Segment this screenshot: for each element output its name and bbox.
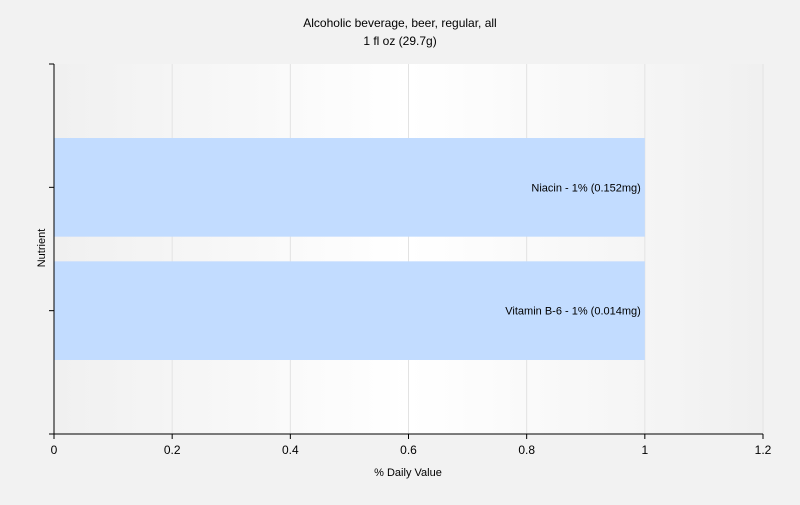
x-tick-label: 1.2 bbox=[755, 443, 772, 457]
x-tick-label: 1 bbox=[641, 443, 648, 457]
x-tick-label: 0.2 bbox=[164, 443, 181, 457]
axes bbox=[49, 63, 764, 439]
bar-niacin bbox=[54, 138, 645, 237]
bar-data-label: Vitamin B-6 - 1% (0.014mg) bbox=[505, 306, 641, 318]
x-tick-label: 0.8 bbox=[518, 443, 535, 457]
x-tick-label: 0.6 bbox=[400, 443, 417, 457]
x-tick-label: 0 bbox=[51, 443, 58, 457]
grid-lines bbox=[171, 64, 764, 434]
x-axis-label: % Daily Value bbox=[374, 467, 442, 479]
bar-data-label: Niacin - 1% (0.152mg) bbox=[531, 182, 640, 194]
y-axis-label: Nutrient bbox=[36, 229, 48, 268]
labels: 0 0.2 0.4 0.6 0.8 1 1.2 Niacin - 1% (0.152mg) Vi… bbox=[51, 182, 772, 457]
bar-vitamin-b-6 bbox=[54, 261, 645, 360]
chart-title: Alcoholic beverage, beer, regular, all bbox=[303, 16, 496, 30]
chart-subtitle: 1 fl oz (29.7g) bbox=[363, 34, 436, 48]
x-tick-label: 0.4 bbox=[282, 443, 299, 457]
bars bbox=[54, 138, 645, 360]
